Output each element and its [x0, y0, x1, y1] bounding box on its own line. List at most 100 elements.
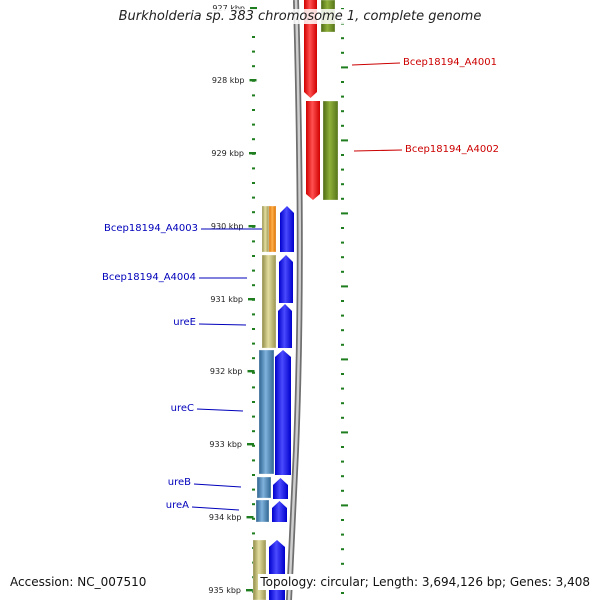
tick-mark: [252, 94, 255, 97]
gene-arrow-bcep18194-a4002: [306, 101, 320, 200]
leader-line-uree: [198, 323, 247, 326]
tick-mark: [341, 592, 344, 594]
gene-arrow-bcep18194-a4004: [279, 255, 293, 303]
scale-track: 927 kbp 928 kbp 929 kbp 930 kbp 931 kbp 932 k…: [208, 4, 257, 595]
accession-label: Accession: NC_007510: [8, 574, 149, 590]
tick-mark: [341, 460, 344, 463]
tick-mark: [252, 255, 255, 257]
gene-arrow-ureb: [273, 478, 288, 499]
tick-mark: [341, 95, 344, 98]
scale-tick: [246, 589, 253, 592]
tick-mark: [252, 401, 255, 403]
gene-arrow-bcep18194-a4003: [280, 206, 294, 252]
gene-label-urea: ureA: [166, 500, 189, 511]
tick-mark: [341, 168, 344, 171]
function-block-khaki: [261, 254, 277, 349]
tick-mark: [252, 123, 255, 126]
tick-mark: [252, 269, 255, 272]
map-title: Burkholderia sp. 383 chromosome 1, compl…: [0, 9, 600, 24]
tick-mark: [341, 51, 344, 54]
tick-mark: [341, 314, 344, 317]
tick-mark: [341, 489, 344, 492]
tick-mark: [252, 50, 255, 53]
tick-mark: [341, 154, 344, 156]
tick-mark: [341, 270, 344, 273]
tick-mark: [252, 313, 255, 316]
tick-mark: [252, 328, 255, 330]
gene-label-urec: ureC: [171, 403, 194, 414]
tick-mark: [341, 110, 344, 113]
tick-mark: [252, 138, 255, 141]
scale-tick: [250, 7, 257, 10]
tick-mark: [252, 182, 255, 184]
tick-mark: [252, 386, 255, 389]
gene-label-bcep18194-a4002: Bcep18194_A4002: [405, 144, 499, 155]
tick-mark: [252, 371, 255, 374]
scale-label: 928 kbp: [212, 76, 245, 85]
tick-mark: [341, 256, 344, 259]
tick-mark: [252, 240, 255, 243]
gene-label-uree: ureE: [173, 317, 196, 328]
gene-label-bcep18194-a4001: Bcep18194_A4001: [403, 57, 497, 68]
function-block-orange: [268, 205, 277, 253]
tick-mark: [252, 196, 255, 199]
tick-mark: [341, 241, 344, 244]
tick-mark: [252, 517, 255, 520]
scale-label: 934 kbp: [209, 513, 242, 522]
tick-mark: [341, 431, 348, 434]
scale-tick: [248, 225, 256, 228]
tick-mark: [252, 65, 255, 68]
tick-mark: [341, 197, 344, 200]
tick-mark: [341, 212, 348, 215]
tick-mark: [341, 548, 344, 551]
tick-mark: [252, 342, 255, 345]
scale-tick: [249, 152, 256, 155]
tick-mark: [252, 36, 255, 38]
tick-mark: [341, 519, 344, 521]
tick-mark: [252, 459, 255, 462]
gene-label-ureb: ureB: [168, 477, 191, 488]
tick-mark: [252, 503, 255, 506]
tick-mark: [341, 343, 344, 346]
scale-tick: [249, 79, 257, 82]
leader-line-bcep18194-a4002: [353, 149, 403, 152]
tick-mark: [252, 415, 255, 418]
gene-arrow-next: [269, 540, 285, 600]
tick-mark: [252, 444, 255, 447]
scale-label: 935 kbp: [208, 586, 241, 595]
function-block-khaki: [261, 205, 270, 253]
genome-summary: Topology: circular; Length: 3,694,126 bp…: [258, 574, 592, 590]
scale-tick: [248, 298, 255, 301]
tick-mark: [252, 211, 255, 214]
gene-arrow-bcep18194-a4001: [304, 0, 317, 98]
tick-mark: [341, 373, 344, 375]
function-block-steelblue: [255, 499, 270, 523]
tick-mark: [341, 66, 348, 69]
scale-tick: [247, 443, 254, 446]
tick-mark: [341, 358, 348, 361]
tick-mark: [252, 488, 255, 491]
gene-label-bcep18194-a4004: Bcep18194_A4004: [102, 272, 196, 283]
tick-mark: [341, 416, 344, 419]
scale-label: 927 kbp: [212, 4, 245, 13]
tick-mark: [341, 227, 344, 229]
tick-mark: [341, 329, 344, 332]
genome-backbone: [286, 0, 303, 600]
tick-mark: [341, 387, 344, 390]
function-block-olive: [322, 100, 339, 201]
tick-mark: [341, 402, 344, 405]
scale-label: 929 kbp: [211, 149, 244, 158]
tick-mark: [341, 139, 348, 142]
inner-tick-track: [252, 36, 255, 593]
scale-label: 932 kbp: [210, 367, 243, 376]
tick-mark: [252, 284, 255, 287]
tick-mark: [341, 183, 344, 186]
tick-mark: [252, 357, 255, 360]
tick-mark: [341, 504, 348, 507]
function-block-khaki: [252, 539, 267, 600]
scale-label: 933 kbp: [209, 440, 242, 449]
tick-mark: [341, 81, 344, 83]
backbone-highlight: [287, 0, 302, 600]
scale-tick: [247, 370, 255, 373]
